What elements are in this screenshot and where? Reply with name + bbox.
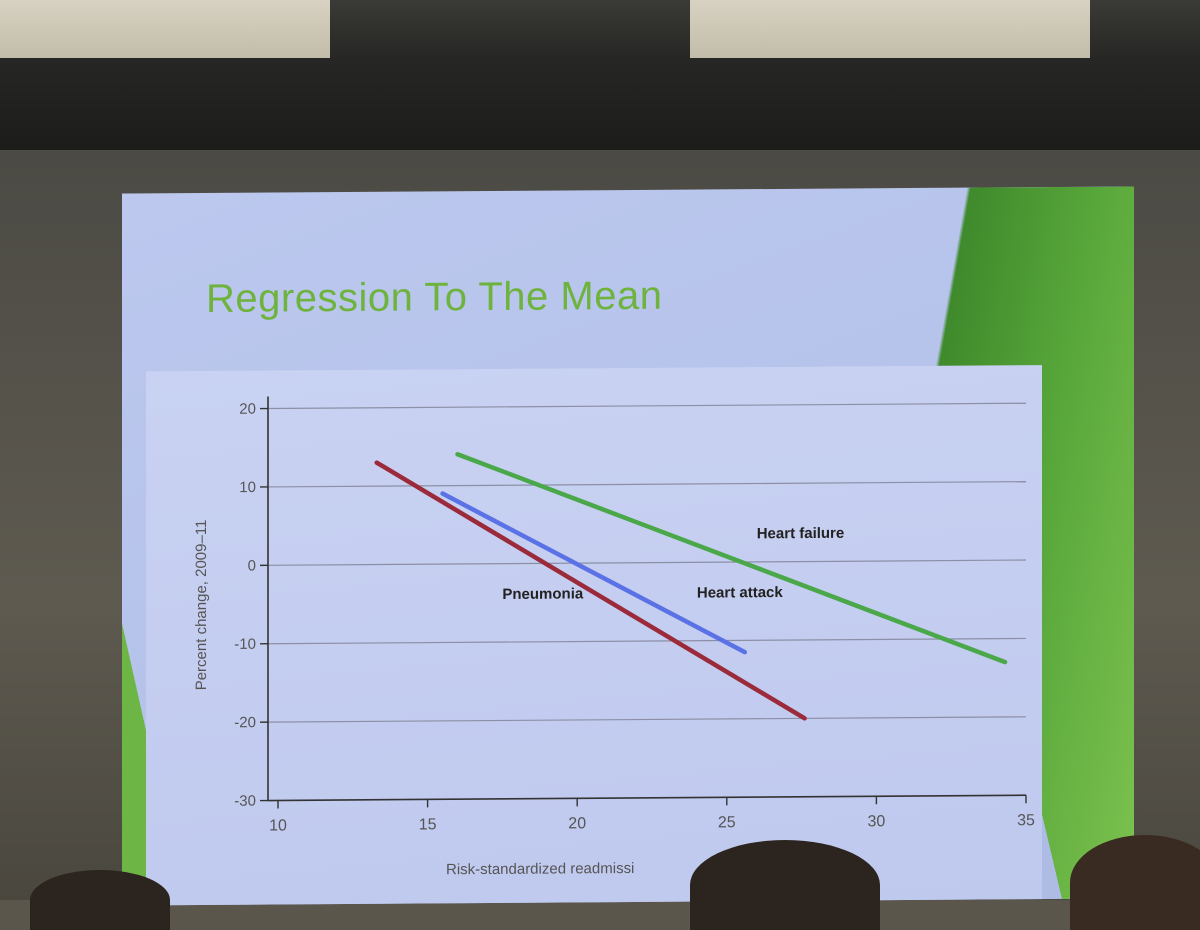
x-tick-label: 10	[269, 817, 287, 834]
x-tick-label: 15	[419, 816, 437, 833]
series-label: Pneumonia	[502, 585, 584, 603]
gridline	[268, 560, 1026, 565]
ceiling-panel	[0, 0, 330, 58]
slide: Regression To The Mean 20 10 0 -10 -20 -30 10 1…	[122, 186, 1134, 905]
audience-head	[30, 870, 170, 930]
y-tick-label: 20	[239, 401, 256, 418]
y-tick-label: 0	[248, 557, 256, 574]
gridline	[268, 717, 1026, 722]
x-tick-label: 25	[718, 814, 736, 831]
x-tick-label: 30	[868, 813, 886, 830]
y-tick-label: -30	[234, 793, 256, 810]
y-tick-label: -10	[234, 636, 256, 653]
series-line-heart-attack	[443, 491, 745, 654]
slide-decoration	[122, 623, 148, 905]
ceiling-panel	[690, 0, 1090, 58]
ceiling	[0, 0, 1200, 150]
audience-head	[1070, 835, 1200, 930]
y-axis-label: Percent change, 2009–11	[193, 520, 210, 691]
x-tick-label: 20	[568, 815, 586, 832]
x-tick-label: 35	[1017, 812, 1035, 829]
series-label: Heart attack	[697, 584, 784, 602]
x-axis	[268, 795, 1026, 800]
gridline	[268, 482, 1026, 487]
y-tick-label: -20	[234, 714, 256, 731]
audience-head	[690, 840, 880, 930]
gridline	[268, 638, 1026, 643]
gridline	[268, 403, 1026, 408]
slide-title: Regression To The Mean	[206, 274, 662, 322]
series-label: Heart failure	[757, 525, 845, 543]
chart-figure: 20 10 0 -10 -20 -30 10 15 20 25 30 35 Heart failure H…	[146, 365, 1042, 905]
x-axis-label: Risk-standardized readmissi	[446, 860, 634, 878]
y-tick-label: 10	[239, 479, 256, 496]
chart: 20 10 0 -10 -20 -30 10 15 20 25 30 35 Heart failure H…	[146, 365, 1042, 905]
